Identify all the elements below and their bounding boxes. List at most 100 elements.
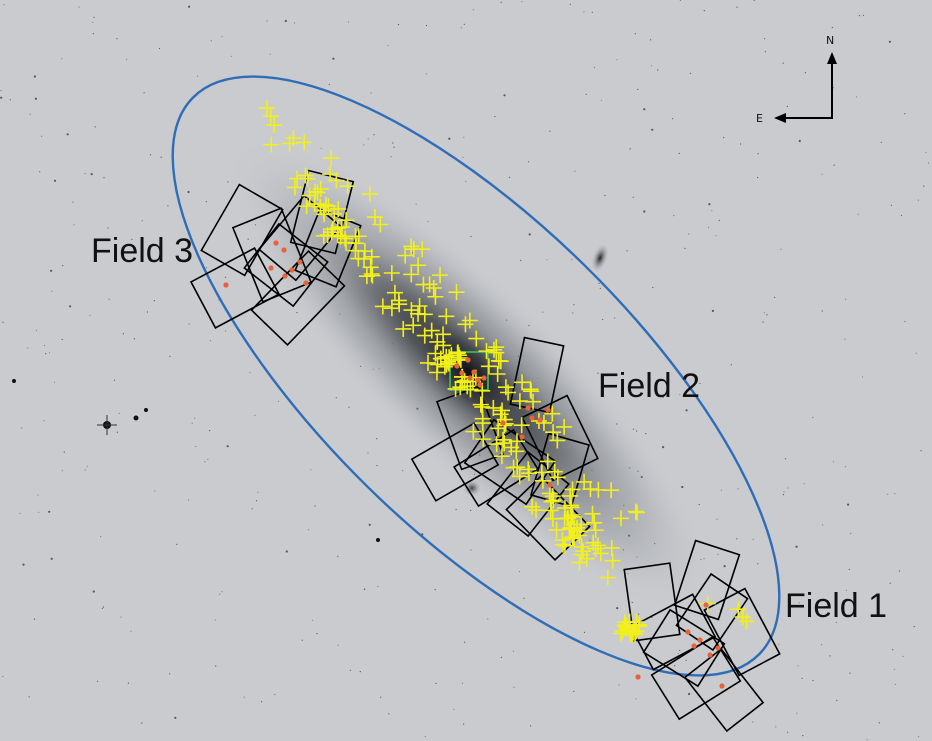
star — [723, 565, 726, 568]
star — [207, 458, 209, 460]
star — [176, 543, 178, 546]
cross-marker — [734, 609, 751, 626]
star — [847, 503, 850, 506]
star — [392, 142, 394, 144]
star — [33, 75, 37, 78]
star — [424, 735, 426, 738]
star — [571, 259, 573, 261]
pointing-box — [453, 428, 539, 508]
star — [92, 590, 95, 593]
cross-marker — [363, 266, 380, 283]
pointing-box — [675, 572, 749, 652]
star — [205, 267, 208, 269]
field-2-label: Field 2 — [598, 367, 701, 405]
star — [48, 510, 51, 513]
star — [833, 164, 835, 166]
star — [127, 682, 129, 684]
star — [380, 696, 382, 698]
cross-marker — [447, 380, 464, 397]
star — [573, 690, 575, 693]
star — [688, 233, 690, 235]
cross-marker — [338, 212, 355, 229]
star — [461, 682, 464, 685]
star — [472, 9, 474, 11]
star — [618, 684, 620, 686]
star — [787, 731, 789, 733]
cross-marker — [616, 614, 633, 631]
pointing-box — [521, 394, 599, 482]
star — [62, 265, 64, 267]
cross-marker — [571, 527, 588, 544]
star — [614, 317, 616, 319]
star — [778, 643, 780, 645]
star — [803, 483, 805, 485]
star — [583, 631, 586, 634]
star — [470, 509, 472, 512]
pointing-box — [642, 608, 726, 688]
cross-markers — [258, 99, 755, 643]
cross-marker — [438, 308, 455, 325]
cross-marker — [496, 417, 513, 434]
star — [766, 314, 768, 316]
star — [255, 500, 258, 502]
star — [188, 5, 191, 8]
star — [266, 20, 268, 22]
star — [862, 14, 865, 16]
cross-marker — [543, 493, 560, 510]
star — [27, 347, 29, 349]
cross-marker — [505, 459, 522, 476]
star — [852, 592, 854, 594]
star — [917, 199, 920, 201]
star — [764, 51, 767, 53]
star — [376, 438, 378, 440]
star — [188, 323, 190, 325]
star — [143, 92, 145, 94]
cross-marker — [405, 241, 422, 258]
star — [0, 96, 3, 99]
star — [38, 511, 40, 513]
star — [857, 213, 859, 215]
cross-marker — [403, 302, 420, 319]
star — [131, 238, 133, 240]
cross-marker — [298, 198, 315, 215]
star — [629, 148, 631, 150]
cross-marker — [544, 510, 561, 527]
cross-marker — [468, 330, 485, 347]
cross-marker — [554, 532, 571, 549]
star — [43, 344, 46, 347]
dot-marker — [297, 259, 303, 265]
star — [387, 44, 389, 46]
star — [195, 445, 197, 448]
dot-marker — [481, 375, 487, 381]
star — [92, 21, 94, 23]
star — [678, 152, 680, 154]
star — [94, 126, 96, 128]
star — [470, 235, 472, 237]
cross-marker — [564, 529, 581, 546]
star — [41, 135, 43, 137]
dot-marker — [529, 415, 535, 421]
star — [757, 153, 759, 155]
star — [453, 708, 455, 710]
star — [685, 409, 688, 412]
star — [679, 394, 681, 396]
star — [254, 414, 256, 416]
cross-marker — [589, 537, 606, 554]
star — [221, 591, 223, 593]
star — [215, 665, 217, 667]
cross-marker — [490, 352, 507, 369]
star — [19, 512, 21, 515]
star — [574, 170, 576, 172]
star — [672, 118, 674, 120]
cross-marker — [592, 545, 609, 562]
star — [915, 352, 917, 354]
survey-ellipse — [171, 75, 781, 677]
cross-marker — [549, 432, 566, 449]
cross-marker — [511, 468, 528, 485]
star — [780, 248, 782, 250]
pointing-box — [463, 418, 557, 506]
star — [836, 699, 838, 702]
star — [301, 639, 303, 641]
star — [774, 296, 776, 298]
